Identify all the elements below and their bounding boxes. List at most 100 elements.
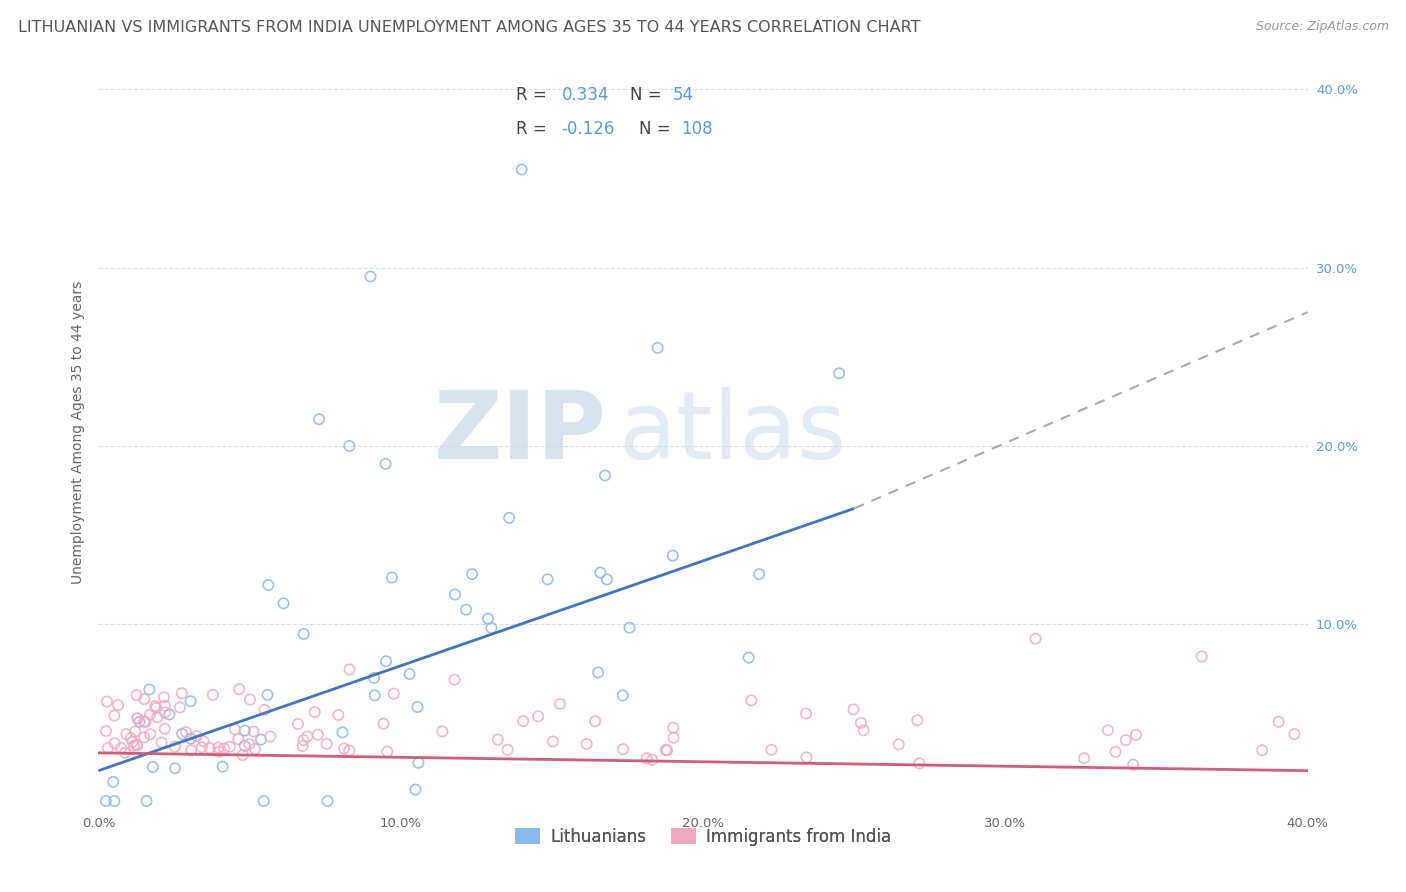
Point: [905, 713, 928, 727]
Point: [662, 731, 685, 745]
Point: [135, 794, 157, 808]
Point: [96, 695, 118, 709]
Point: [163, 761, 186, 775]
Point: [134, 714, 156, 729]
Point: [253, 794, 276, 808]
Point: [1024, 632, 1046, 646]
Point: [619, 621, 641, 635]
Point: [404, 782, 426, 797]
Point: [408, 756, 430, 770]
Point: [339, 663, 361, 677]
Point: [125, 739, 148, 753]
Point: [212, 741, 235, 756]
Point: [796, 750, 818, 764]
Point: [737, 650, 759, 665]
Point: [382, 687, 405, 701]
Point: [647, 341, 669, 355]
Point: [242, 724, 264, 739]
Point: [828, 367, 851, 381]
Point: [142, 760, 165, 774]
Point: [193, 734, 215, 748]
Point: [198, 741, 221, 756]
Point: [612, 689, 634, 703]
Point: [292, 733, 315, 747]
Point: [287, 717, 309, 731]
Point: [127, 711, 149, 725]
Point: [259, 730, 281, 744]
Point: [337, 439, 360, 453]
Point: [120, 731, 142, 745]
Point: [337, 743, 360, 757]
Text: Source: ZipAtlas.com: Source: ZipAtlas.com: [1256, 20, 1389, 33]
Point: [257, 578, 280, 592]
Point: [596, 573, 619, 587]
Text: R =: R =: [516, 87, 551, 104]
Text: LITHUANIAN VS IMMIGRANTS FROM INDIA UNEMPLOYMENT AMONG AGES 35 TO 44 YEARS CORRE: LITHUANIAN VS IMMIGRANTS FROM INDIA UNEM…: [18, 20, 921, 35]
Point: [381, 570, 404, 584]
Text: 0.334: 0.334: [561, 87, 609, 104]
Point: [432, 724, 454, 739]
Point: [233, 739, 256, 753]
Point: [174, 725, 197, 739]
Point: [201, 688, 224, 702]
Point: [228, 682, 250, 697]
Point: [641, 753, 664, 767]
Text: N =: N =: [638, 120, 676, 138]
Point: [1115, 733, 1137, 747]
Point: [486, 732, 509, 747]
Text: 54: 54: [672, 87, 693, 104]
Point: [373, 716, 395, 731]
Point: [139, 727, 162, 741]
Point: [1284, 727, 1306, 741]
Point: [316, 794, 339, 808]
Point: [481, 621, 503, 635]
Point: [510, 162, 533, 177]
Point: [527, 709, 550, 723]
Point: [1073, 751, 1095, 765]
Point: [593, 468, 616, 483]
Point: [575, 737, 598, 751]
Point: [661, 549, 683, 563]
Point: [375, 654, 398, 668]
Point: [125, 738, 148, 752]
Point: [127, 711, 149, 725]
Point: [454, 603, 477, 617]
Point: [852, 723, 875, 738]
Point: [132, 714, 155, 729]
Point: [180, 731, 202, 746]
Point: [273, 596, 295, 610]
Point: [145, 701, 167, 715]
Point: [125, 688, 148, 702]
Point: [153, 722, 176, 736]
Point: [138, 682, 160, 697]
Point: [172, 727, 194, 741]
Text: 108: 108: [682, 120, 713, 138]
Point: [333, 741, 356, 756]
Y-axis label: Unemployment Among Ages 35 to 44 years: Unemployment Among Ages 35 to 44 years: [70, 281, 84, 584]
Point: [363, 671, 385, 685]
Point: [655, 743, 678, 757]
Point: [636, 751, 658, 765]
Point: [107, 698, 129, 712]
Point: [406, 700, 429, 714]
Point: [191, 740, 214, 755]
Point: [748, 567, 770, 582]
Point: [97, 741, 120, 756]
Point: [461, 567, 484, 582]
Point: [612, 742, 634, 756]
Text: atlas: atlas: [619, 386, 846, 479]
Point: [887, 737, 910, 751]
Point: [291, 739, 314, 753]
Point: [243, 742, 266, 756]
Point: [103, 708, 125, 723]
Point: [662, 721, 685, 735]
Point: [104, 736, 127, 750]
Point: [238, 737, 260, 751]
Point: [537, 572, 560, 586]
Point: [308, 412, 330, 426]
Point: [143, 699, 166, 714]
Point: [328, 708, 350, 723]
Point: [169, 700, 191, 714]
Point: [103, 775, 125, 789]
Point: [496, 742, 519, 756]
